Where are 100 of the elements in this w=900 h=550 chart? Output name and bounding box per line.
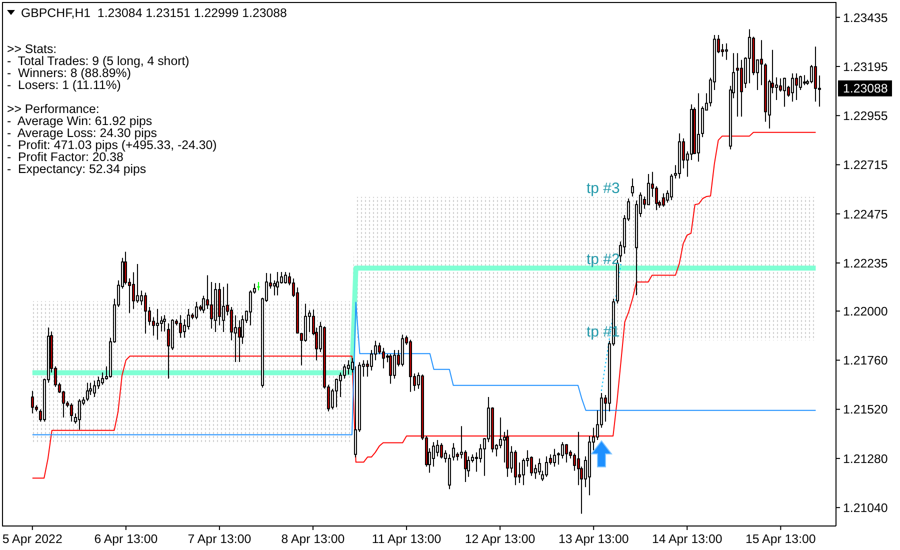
line-series (32, 302, 816, 436)
y-tick-label: 1.22235 (843, 256, 888, 270)
candlestick (370, 349, 373, 371)
candlestick (347, 360, 350, 376)
x-tick-label: 15 Apr 13:00 (746, 532, 816, 546)
candlestick (748, 28, 751, 84)
candlestick (160, 316, 163, 332)
candlestick (631, 178, 634, 197)
candlestick (31, 390, 34, 414)
candlestick (93, 380, 96, 398)
candlestick (760, 40, 763, 86)
candlestick (97, 376, 100, 390)
candlestick (436, 440, 439, 457)
y-tick-label: 1.22000 (843, 304, 888, 318)
x-tick-label: 11 Apr 13:00 (372, 532, 442, 546)
candlestick (565, 444, 568, 464)
candlestick (249, 290, 252, 326)
candlestick (779, 78, 782, 92)
x-tick-label: 13 Apr 13:00 (558, 532, 629, 546)
candlestick (202, 295, 205, 314)
x-tick-label: 12 Apr 13:00 (464, 532, 536, 546)
candlestick (530, 456, 533, 476)
x-tick-label: 5 Apr 2022 (2, 532, 62, 546)
annotation: - Expectancy: 52.34 pips (7, 162, 146, 176)
annotation: - Average Win: 61.92 pips (7, 114, 152, 128)
candlestick (70, 402, 73, 422)
candlestick (210, 282, 213, 330)
y-tick-label: 1.21040 (843, 500, 888, 515)
candlestick (799, 75, 802, 91)
candlestick (814, 46, 817, 102)
annotation: >> Performance: (7, 102, 100, 116)
candlestick (382, 347, 385, 369)
candlestick (132, 272, 135, 310)
candlestick (144, 292, 147, 334)
candlestick (78, 398, 81, 430)
candlestick (783, 77, 786, 108)
candlestick (273, 280, 276, 296)
annotation: - Total Trades: 9 (5 long, 4 short) (7, 54, 190, 68)
annotation: tp #3 (586, 180, 620, 197)
candlestick (124, 251, 127, 285)
candlestick (803, 74, 806, 86)
candlestick (280, 271, 283, 284)
candlestick (662, 192, 665, 208)
annotation: tp #2 (586, 251, 620, 268)
candlestick (195, 301, 198, 320)
candlestick (183, 318, 186, 338)
candlestick (187, 308, 190, 330)
y-tick-label: 1.23435 (843, 10, 888, 25)
candlestick (545, 456, 548, 478)
candlestick (573, 452, 576, 472)
candlestick (740, 59, 743, 118)
candlestick (389, 354, 392, 384)
candlestick (775, 76, 778, 101)
candlestick (791, 72, 794, 102)
y-tick-label: 1.22475 (843, 207, 888, 222)
chart-title: GBPCHF,H1 1.23084 1.23151 1.22999 1.23088 (21, 6, 287, 20)
candlestick (697, 92, 700, 162)
candlestick (238, 320, 241, 363)
candlestick (343, 364, 346, 380)
x-tick-label: 6 Apr 13:00 (94, 532, 158, 546)
candlestick (432, 442, 435, 468)
y-tick-label: 1.21520 (843, 402, 888, 417)
candlestick (647, 173, 650, 206)
y-tick-label: 1.21280 (843, 452, 888, 466)
candlestick (163, 314, 166, 332)
candlestick (86, 382, 89, 402)
candlestick (795, 72, 798, 101)
candlestick (393, 349, 396, 380)
candlestick (335, 378, 338, 408)
candlestick (101, 372, 104, 386)
candlestick (284, 271, 287, 284)
text: 1.23088 (843, 82, 888, 96)
candlestick (499, 417, 502, 449)
x-tick-label: 8 Apr 13:00 (281, 532, 345, 546)
x-tick-label: 7 Apr 13:00 (188, 532, 252, 546)
candlestick (167, 322, 170, 380)
x-tick-label: 14 Apr 13:00 (652, 532, 722, 546)
candlestick (440, 442, 443, 459)
y-tick-label: 1.22955 (843, 109, 888, 124)
candlestick (721, 43, 724, 58)
candlestick (230, 306, 233, 341)
candlestick (179, 314, 182, 338)
candlestick (522, 458, 525, 486)
candlestick (725, 42, 728, 60)
candlestick (655, 186, 658, 211)
candlestick (378, 342, 381, 355)
candlestick (276, 271, 279, 296)
y-tick-label: 1.21760 (843, 354, 888, 368)
y-tick-label: 1.22715 (843, 158, 888, 172)
y-tick-label: 1.23195 (843, 60, 888, 74)
candlestick (670, 173, 673, 201)
candlestick (475, 452, 478, 472)
candlestick (561, 442, 564, 459)
annotation: >> Stats: (7, 42, 57, 56)
candlestick (452, 442, 455, 461)
candlestick (464, 450, 467, 482)
candlestick (156, 308, 159, 340)
annotation: - Losers: 1 (11.11%) (7, 78, 121, 92)
candlestick (222, 286, 225, 332)
candlestick (553, 448, 556, 468)
